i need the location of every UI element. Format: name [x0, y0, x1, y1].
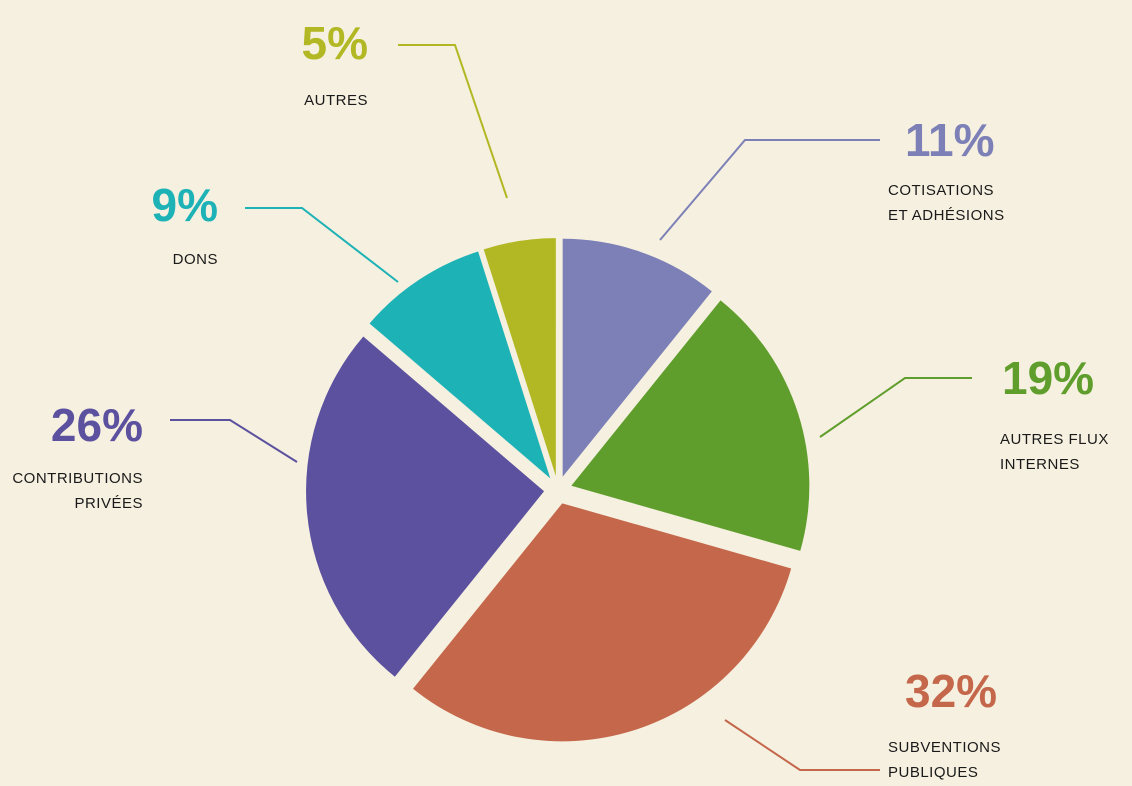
- pie-slice: [413, 503, 792, 742]
- leader-line: [659, 139, 880, 241]
- value-label: 26%: [50, 399, 143, 451]
- leader-line: [724, 719, 880, 771]
- value-label: 19%: [1002, 352, 1095, 404]
- pie-slice: [306, 336, 545, 677]
- value-label: 9%: [151, 179, 218, 231]
- category-label: AUTRES FLUX INTERNES: [1000, 431, 1109, 473]
- pie-slice: [483, 238, 556, 477]
- category-label: DONS: [172, 251, 218, 268]
- category-label: COTISATIONS ET ADHÉSIONS: [888, 182, 1005, 224]
- leader-line: [170, 419, 298, 463]
- pie-slice: [571, 300, 810, 551]
- category-label: SUBVENTIONS PUBLIQUES: [888, 739, 1002, 781]
- leader-line: [819, 377, 972, 438]
- value-label: 11%: [905, 114, 995, 166]
- pie-slice: [369, 251, 551, 479]
- value-label: 32%: [905, 665, 998, 717]
- leader-line: [245, 207, 399, 283]
- value-label: 5%: [301, 17, 368, 69]
- category-label: AUTRES: [304, 92, 368, 109]
- category-label: CONTRIBUTIONS PRIVÉES: [12, 470, 143, 512]
- leader-line: [398, 44, 508, 199]
- pie-slice: [562, 238, 712, 477]
